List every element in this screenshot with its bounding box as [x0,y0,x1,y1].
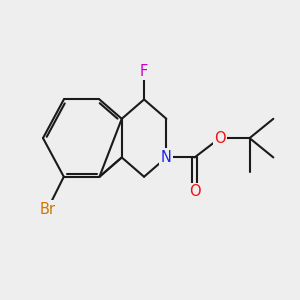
Text: O: O [189,184,200,199]
Text: O: O [214,130,226,146]
Text: F: F [140,64,148,79]
Text: Br: Br [40,202,56,217]
Text: N: N [161,150,172,165]
